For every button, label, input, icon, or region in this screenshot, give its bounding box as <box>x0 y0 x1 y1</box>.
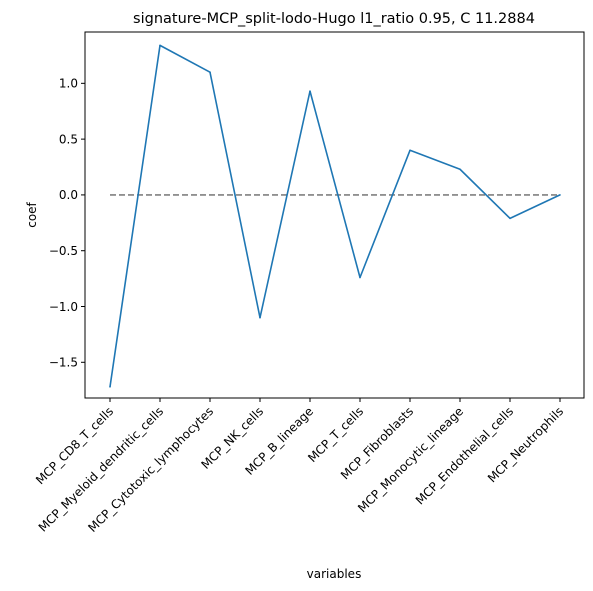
data-point-mcp-cytotoxic-lymphocytes <box>209 71 211 73</box>
plot-area <box>109 44 561 388</box>
y-axis-label: coef <box>25 201 39 227</box>
axes-frame <box>84 31 585 399</box>
data-point-mcp-nk-cells <box>259 316 261 319</box>
y-axis: −1.5 −1.0 −0.5 0.0 0.5 1.0 <box>49 77 85 370</box>
data-point-mcp-b-lineage <box>309 90 311 92</box>
y-tick-label: −0.5 <box>49 244 78 258</box>
data-point-mcp-endothelial-cells <box>509 217 511 220</box>
y-tick-label: 0.5 <box>59 132 78 146</box>
y-tick-label: −1.0 <box>49 300 78 314</box>
data-point-mcp-monocytic-lineage <box>459 168 461 171</box>
data-point-mcp-neutrophils <box>559 194 561 196</box>
y-tick-label: 0.0 <box>59 188 78 202</box>
y-tick-label: 1.0 <box>59 77 78 91</box>
data-point-mcp-myeloid-dendritic-cells <box>159 44 161 47</box>
series-line-0 <box>109 44 561 387</box>
data-point-mcp-fibroblasts <box>409 149 411 152</box>
data-point-mcp-t-cells <box>359 276 361 279</box>
y-tick-label: −1.5 <box>49 356 78 370</box>
x-axis-label: variables <box>307 567 362 581</box>
data-point-mcp-cd8-t-cells <box>109 386 111 388</box>
chart-title: signature-MCP_split-lodo-Hugo l1_ratio 0… <box>133 11 535 27</box>
